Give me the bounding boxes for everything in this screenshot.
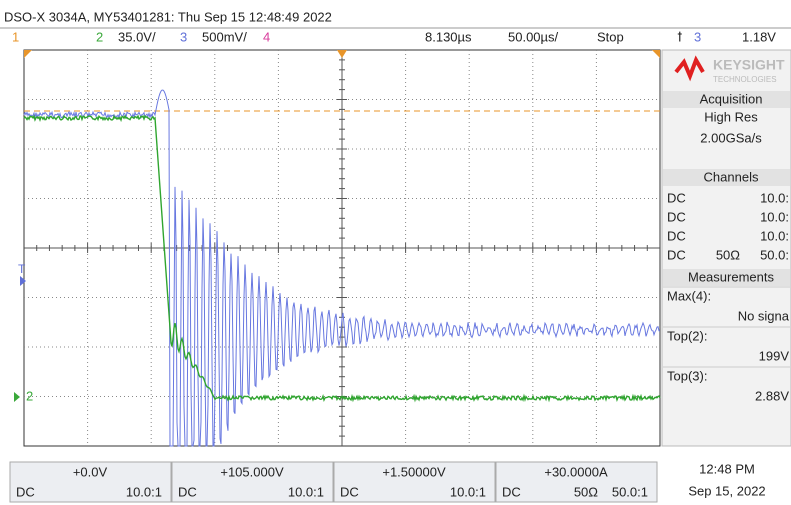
channel-offset: +105.000V [220,464,284,479]
channel-box [333,461,496,503]
channel-coupling: DC [667,190,686,205]
channel-probe: 10.0:1 [450,484,486,499]
meas-title: Measurements [688,269,774,284]
title: DSO-X 3034A, MY53401281: Thu Sep 15 12:4… [4,9,332,24]
channel-coupling: DC [340,484,359,499]
clock-time: 12:48 PM [699,461,755,476]
timebase: 50.00µs/ [508,29,559,44]
meas-header [663,269,790,286]
meas-value: 199V [759,348,790,363]
brand-logo [674,55,705,82]
footer: +0.0V DC 10.0:1 +105.000V DC 10.0:1 +1.50000V D… [9,461,658,503]
channel-rows: DC 10.0: DC 10.0: DC 10.0: DC 50Ω 50.0: [667,190,789,262]
meas-label: Top(3): [667,368,707,383]
channel-offset: +30.0000A [544,464,608,479]
channels-header [663,169,790,186]
meas-value: No signa [738,308,790,323]
trigger-icon: ꝉ [677,29,683,44]
meas-label: Max(4): [667,288,711,303]
measurement-items: Max(4): No signa Top(2): 199V Top(3): 2.88V [663,286,790,403]
ch1-label: 1 [12,29,19,44]
ch3-scale: 500mV/ [202,29,247,44]
trigger-level: 1.18V [742,29,776,44]
brand-sub: TECHNOLOGIES [713,75,777,84]
trigger-position-marker [337,50,347,58]
channel-probe: 50.0:1 [612,484,648,499]
brand: KEYSIGHT [713,57,785,73]
grid [24,50,660,446]
channel-offset: +1.50000V [382,464,446,479]
ground-marker: 2 [26,388,33,403]
clock-date: Sep 15, 2022 [688,483,765,498]
left-marker [24,50,32,58]
acq-rate: 2.00GSa/s [700,130,762,145]
ch2-label: 2 [96,29,103,44]
channels-title: Channels [704,169,759,184]
channel-offset: +0.0V [73,464,108,479]
side-panel [661,49,791,447]
ch3-waveform [23,89,661,447]
ch2-waveform [23,114,661,403]
channel-box [495,461,658,503]
channel-scale: 10.0: [760,190,789,205]
acq-header [663,91,790,108]
channel-impedance: 50Ω [716,247,740,262]
channel-coupling: DC [667,228,686,243]
right-marker [652,50,660,58]
channel-scale: 10.0: [760,228,789,243]
run-state: Stop [597,29,624,44]
trigger-marker: T [18,262,26,276]
channel-probe: 10.0:1 [126,484,162,499]
meas-label: Top(2): [667,328,707,343]
acq-mode: High Res [704,109,758,124]
delay: 8.130µs [425,29,472,44]
ch2-scale: 35.0V/ [118,29,156,44]
ground-arrow [14,392,20,402]
trigger-arrow [20,276,26,286]
channel-scale: 10.0: [760,209,789,224]
ch3-label: 3 [180,29,187,44]
channel-coupling: DC [667,247,686,262]
channel-coupling: DC [178,484,197,499]
channel-scale: 50.0: [760,247,789,262]
channel-coupling: DC [667,209,686,224]
channel-box [9,461,172,503]
meas-value: 2.88V [755,388,789,403]
channel-box [171,461,334,503]
channel-probe: 10.0:1 [288,484,324,499]
ch4-label: 4 [263,29,270,44]
channel-coupling: DC [16,484,35,499]
channel-coupling: DC [502,484,521,499]
trigger-source: 3 [694,29,701,44]
channel-impedance: 50Ω [574,484,598,499]
acq-title: Acquisition [700,91,763,106]
